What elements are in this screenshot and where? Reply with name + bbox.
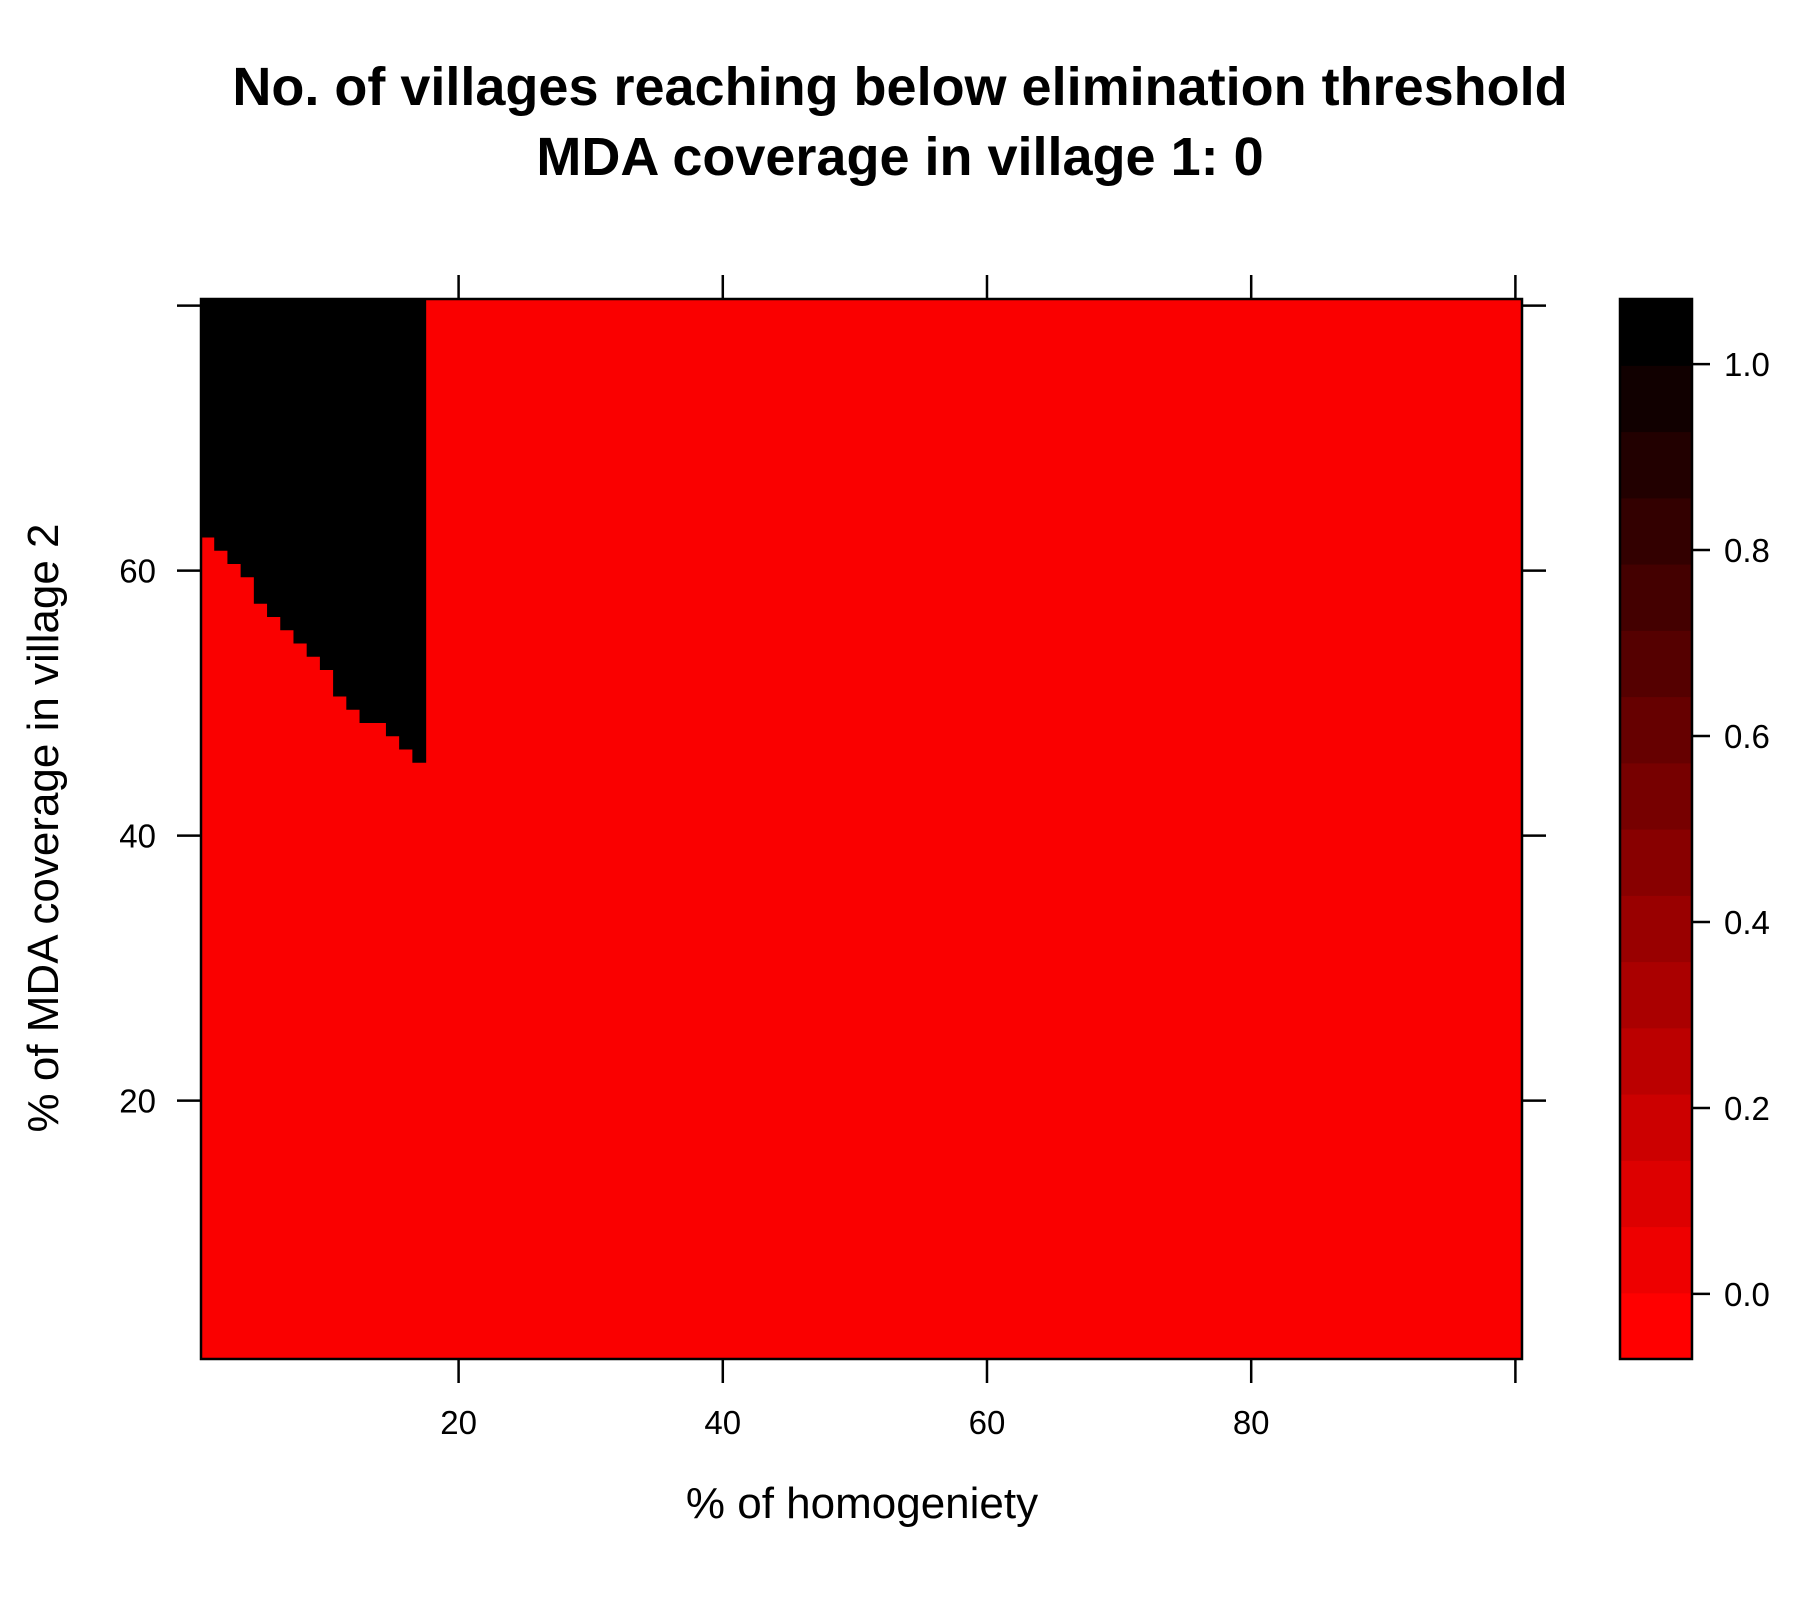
heatmap-cell-column (227, 299, 242, 564)
colorbar-band (1620, 431, 1692, 499)
heatmap-cell-column (306, 299, 321, 657)
heatmap-cell-column (412, 299, 427, 763)
colorbar-band (1620, 497, 1692, 565)
colorbar-band (1620, 299, 1692, 366)
colorbar-band (1620, 1027, 1692, 1095)
colorbar-tick-label: 0.8 (1724, 532, 1770, 569)
heatmap-cell-column (253, 299, 268, 604)
x-tick-label: 80 (1233, 1404, 1270, 1441)
y-tick-label: 20 (119, 1083, 156, 1120)
colorbar-band (1620, 564, 1692, 631)
heatmap-cell-column (385, 299, 400, 737)
colorbar-band (1620, 1094, 1692, 1161)
heatmap-cell-column (399, 299, 413, 750)
colorbar-tick-label: 0.4 (1724, 904, 1770, 941)
colorbar-band (1620, 630, 1692, 698)
heatmap-cell-column (359, 299, 374, 723)
y-tick-label: 40 (119, 818, 156, 855)
x-tick-label: 40 (704, 1404, 741, 1441)
x-axis-label: % of homogeniety (686, 1479, 1038, 1528)
heatmap-cell-column (372, 299, 387, 723)
colorbar-band (1620, 961, 1692, 1029)
colorbar-tick-label: 0.6 (1724, 718, 1770, 755)
colorbar-frame (1618, 297, 1694, 1361)
colorbar-band (1620, 696, 1692, 764)
colorbar-band (1620, 762, 1692, 830)
y-tick-label: 60 (119, 553, 156, 590)
heatmap-cells (201, 299, 1522, 1359)
x-tick-label: 60 (969, 1404, 1006, 1441)
heatmap-cell-column (240, 299, 255, 578)
y-axis-label: % of MDA coverage in village 2 (19, 524, 68, 1133)
x-axis: 20 40 60 80 (440, 275, 1517, 1441)
colorbar-tick-label: 1.0 (1724, 346, 1770, 383)
y-axis: 20 40 60 (119, 304, 1546, 1120)
plot-frame (199, 297, 1524, 1361)
heatmap-cell-column (214, 299, 229, 551)
heatmap-cell-column (293, 299, 308, 644)
colorbar-band (1620, 365, 1692, 433)
heatmap-cell-column (346, 299, 361, 710)
heatmap-cell-column (333, 299, 347, 697)
colorbar-band (1620, 1160, 1692, 1228)
heatmap-cell-column (319, 299, 334, 670)
heatmap-cell-column (267, 299, 281, 617)
colorbar-tick-label: 0.2 (1724, 1090, 1770, 1127)
x-tick-label: 20 (440, 1404, 477, 1441)
chart-subtitle: MDA coverage in village 1: 0 (536, 127, 1263, 187)
colorbar-band (1620, 1226, 1692, 1294)
colorbar: 0.0 0.2 0.4 0.6 0.8 1.0 (1618, 297, 1770, 1361)
heatmap-cell-column (201, 299, 215, 538)
heatmap-cell-column (280, 299, 295, 631)
colorbar-band (1620, 1292, 1692, 1360)
colorbar-band (1620, 829, 1692, 896)
colorbar-band (1620, 895, 1692, 963)
colorbar-tick-label: 0.0 (1724, 1276, 1770, 1313)
chart-title: No. of villages reaching below eliminati… (232, 57, 1567, 117)
